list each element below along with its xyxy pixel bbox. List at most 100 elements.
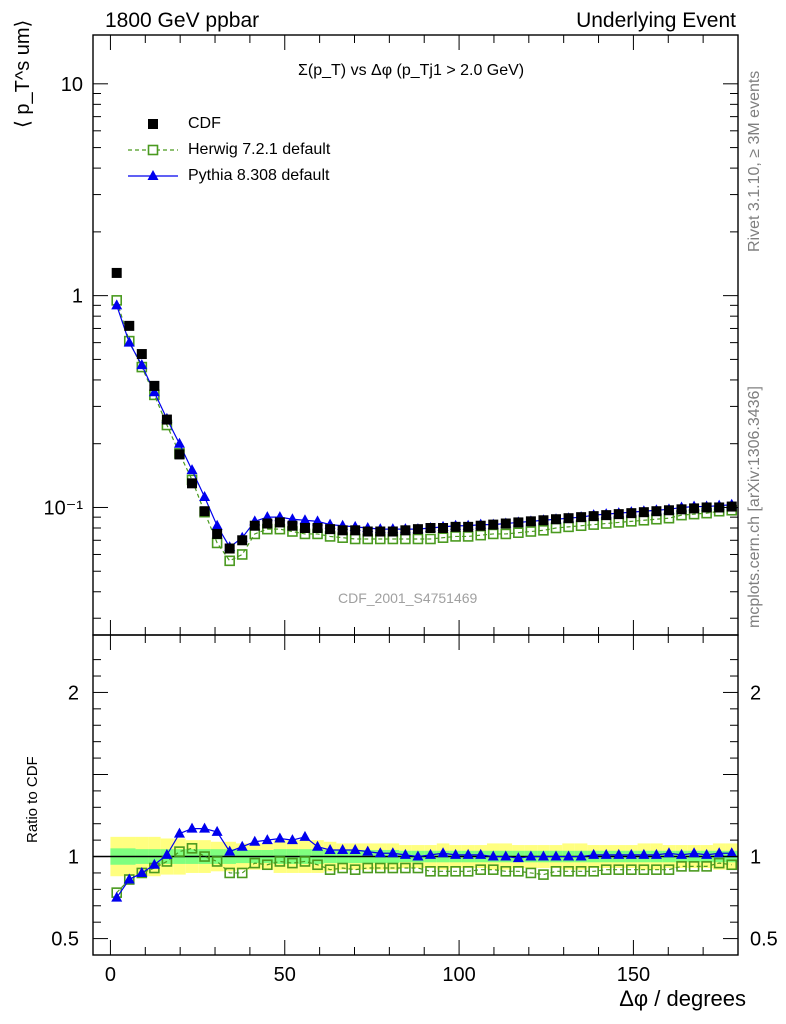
herwig-point [538,525,549,536]
cdf-point [601,510,612,521]
ratio-herwig-point [613,864,625,875]
pythia-point [136,359,148,370]
ratio-pythia-point [424,848,436,859]
x-tick-label: 150 [617,964,650,986]
legend-marker-cdf [148,119,158,129]
ratio-pythia-point [701,848,713,859]
herwig-point [224,555,235,567]
cdf-point [350,525,361,536]
ratio-herwig-point [337,862,348,874]
ratio-herwig-point [525,867,537,879]
ratio-pythia-point [136,866,148,877]
chart-marks [111,267,738,902]
pythia-point [186,464,198,475]
ratio-pythia-point [399,848,411,859]
watermark: CDF_2001_S4751469 [338,590,478,606]
mcplots-label: mcplots.cern.ch [arXiv:1306.3436] [746,386,763,628]
ratio-y-tick-label: 2 [68,682,79,704]
ratio-pythia-point [312,840,324,851]
ratio-herwig-point [487,864,499,875]
cdf-point [638,507,649,518]
cdf-point [689,503,700,514]
header-right: Underlying Event [576,9,736,32]
cdf-point [136,349,147,360]
ratio-pythia-point [274,832,286,843]
cdf-point [111,267,122,278]
ratio-pythia-point [211,825,223,836]
legend: CDF Herwig 7.2.1 default Pythia 8.308 de… [122,112,382,192]
ratio-herwig-point [701,861,712,872]
legend-marker-pythia [147,170,159,180]
ratio-pythia-point [437,847,449,858]
ratio-pythia-point [450,848,462,859]
ratio-pythia-point [650,848,662,859]
ratio-y-tick-label: 0.5 [51,929,79,951]
herwig-point [437,532,449,543]
ratio-pythia-point [249,835,261,846]
cdf-point [488,519,499,530]
ratio-pythia-point [161,848,173,859]
ratio-herwig-point [211,856,223,867]
rivet-label: Rivet 3.1.10, ≥ 3M events [746,70,763,252]
ratio-herwig-point [349,864,361,875]
cdf-point [613,509,624,520]
cdf-point [425,522,436,533]
chart-axes: 10 1 10⁻¹ 2 2 1 1 0.5 0.5 0 50 100 150 [44,34,778,986]
ratio-herwig-line [116,847,732,894]
pythia-point [111,299,123,310]
ratio-pythia-point [186,822,198,833]
cdf-point [212,528,223,539]
ratio-pythia-point [487,850,499,861]
cdf-point [387,526,398,537]
herwig-point [412,533,424,545]
cdf-point [663,505,674,516]
ratio-herwig-point [462,866,474,877]
ratio-y-tick-label: 1 [68,847,79,869]
ratio-pythia-point [173,827,185,838]
ratio-herwig-point [450,866,461,877]
ratio-herwig-point [262,859,273,871]
legend-marker-herwig [147,144,159,156]
cdf-point [576,512,587,523]
ratio-herwig-point [713,857,725,869]
cdf-point [450,521,461,532]
ratio-pythia-point [412,850,424,861]
pythia-point [199,491,211,502]
cdf-point [375,526,386,537]
ratio-herwig-point [274,856,286,867]
ratio-pythia-point [123,873,135,884]
herwig-point [450,531,461,542]
y-tick-label: 10 [61,74,83,96]
ratio-pythia-point [676,848,688,859]
cdf-point [199,506,210,517]
cdf-point [337,525,348,536]
ratio-pythia-point [575,850,587,861]
cdf-point [676,504,687,515]
ratio-pythia-point [286,834,298,845]
cdf-point [551,514,562,525]
cdf-point [124,320,135,331]
cdf-point [438,522,449,533]
ratio-herwig-point [186,843,198,854]
ratio-pythia-point [199,822,211,833]
ratio-y-tick-label-right: 2 [750,682,761,704]
ratio-pythia-point [600,848,612,859]
y-tick-label: 1 [72,286,83,308]
cdf-point [563,513,574,524]
ratio-herwig-point [726,859,738,871]
pythia-point [123,336,135,347]
header-left: 1800 GeV ppbar [105,9,260,32]
ratio-pythia-point [638,848,650,859]
ratio-herwig-point [563,866,574,877]
ratio-herwig-point [575,866,587,877]
ratio-herwig-point [412,862,424,874]
ratio-herwig-point [287,857,298,869]
ratio-herwig-point [500,866,512,877]
cdf-point [312,522,323,533]
cdf-point [588,511,599,522]
cdf-point [325,524,336,535]
ratio-herwig-point [224,867,235,879]
cdf-point [224,543,235,554]
ratio-pythia-point [475,848,487,859]
